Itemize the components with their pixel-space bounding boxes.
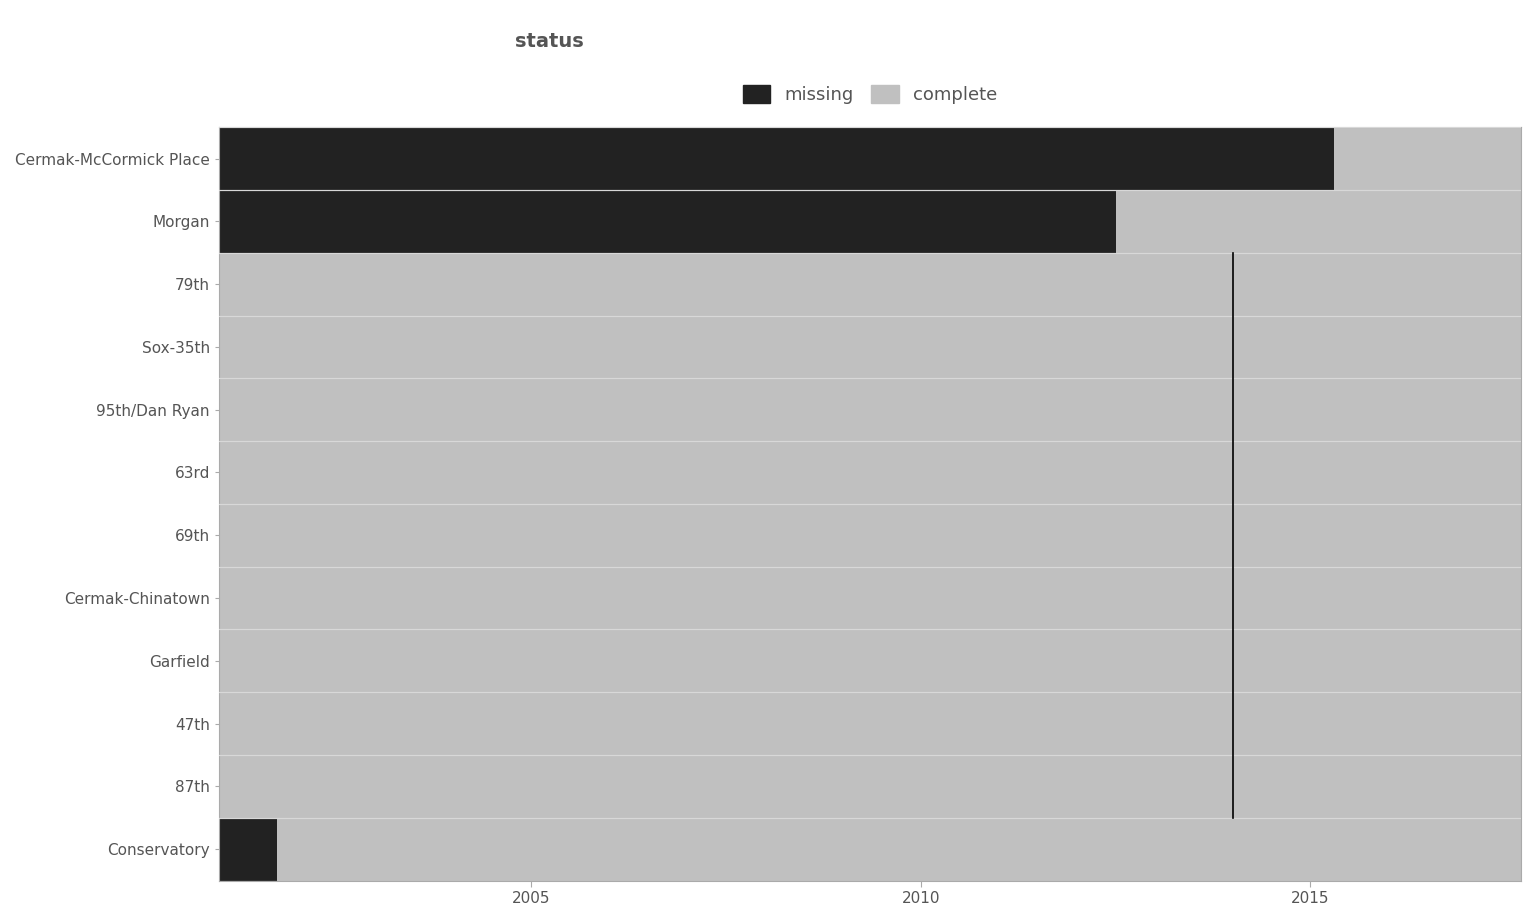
Bar — [220, 629, 1521, 693]
Bar — [220, 379, 1521, 441]
Bar — [1115, 190, 1521, 252]
Bar — [220, 252, 1521, 316]
Bar — [278, 818, 1521, 880]
Text: status: status — [515, 32, 584, 51]
Legend: missing, complete: missing, complete — [734, 76, 1006, 113]
Bar — [220, 127, 1333, 190]
Bar — [1333, 127, 1521, 190]
Bar — [220, 190, 1115, 252]
Bar — [220, 755, 1521, 818]
Bar — [220, 441, 1521, 504]
Bar — [220, 504, 1521, 566]
Bar — [220, 818, 278, 880]
Bar — [220, 693, 1521, 755]
Bar — [220, 566, 1521, 629]
Bar — [220, 316, 1521, 379]
